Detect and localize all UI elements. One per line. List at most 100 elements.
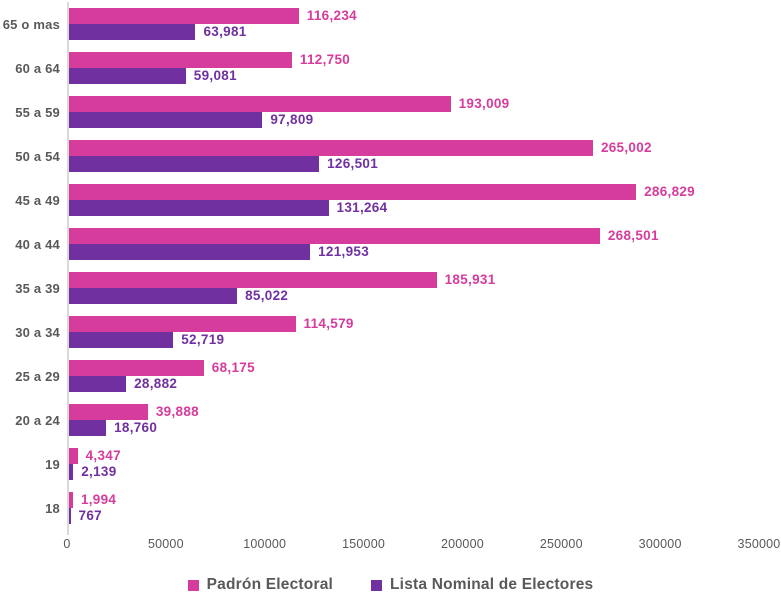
bar-value-label: 265,002 — [600, 140, 652, 155]
bar-value-label: 1,994 — [80, 492, 117, 507]
x-axis-tick-labels: 0 50000 100000 150000 200000 250000 300000 3500… — [0, 537, 781, 553]
padron-bar — [69, 448, 78, 464]
bar-value-label: 114,579 — [303, 316, 354, 331]
bar-row: 114,579 — [69, 316, 761, 332]
padron-bar — [69, 360, 204, 376]
bar-row: 1,994 — [69, 492, 761, 508]
bar-group: 1,994 767 — [69, 486, 761, 530]
lista-bar — [69, 332, 174, 348]
bar-value-label: 68,175 — [211, 360, 255, 375]
x-axis-tick-label: 200000 — [440, 537, 484, 551]
lista-bar — [69, 200, 329, 216]
bar-row: 116,234 — [69, 8, 761, 24]
bar-value-label: 268,501 — [607, 228, 659, 243]
y-axis-label: 35 a 39 — [15, 280, 60, 296]
legend-item-padron: Padrón Electoral — [187, 576, 334, 594]
chart-legend: Padrón Electoral Lista Nominal de Electo… — [0, 576, 781, 594]
bar-row: 59,081 — [69, 68, 761, 84]
bar-value-label: 185,931 — [444, 272, 496, 287]
padron-bar — [69, 272, 437, 288]
x-axis-tick-label: 350000 — [737, 537, 781, 551]
bar-group: 68,175 28,882 — [69, 354, 761, 398]
y-axis-label: 25 a 29 — [15, 368, 60, 384]
x-axis-tick-label: 0 — [63, 537, 71, 551]
bar-value-label: 193,009 — [458, 96, 510, 111]
x-axis-zero-tick — [67, 530, 69, 535]
legend-label-padron: Padrón Electoral — [206, 576, 334, 593]
bar-group: 4,347 2,139 — [69, 442, 761, 486]
lista-bar — [69, 464, 74, 480]
bar-value-label: 39,888 — [155, 404, 199, 419]
bar-value-label: 2,139 — [81, 464, 117, 479]
bar-row: 2,139 — [69, 464, 761, 480]
bar-group: 114,579 52,719 — [69, 310, 761, 354]
y-axis-label: 50 a 54 — [15, 148, 60, 164]
bar-value-label: 97,809 — [270, 112, 314, 127]
bar-value-label: 18,760 — [114, 420, 158, 435]
y-axis-label: 30 a 34 — [15, 324, 60, 340]
bar-row: 68,175 — [69, 360, 761, 376]
y-axis-label: 55 a 59 — [15, 104, 60, 120]
bar-row: 265,002 — [69, 140, 761, 156]
bar-group: 39,888 18,760 — [69, 398, 761, 442]
lista-swatch-icon — [371, 579, 383, 591]
padron-bar — [69, 228, 600, 244]
bar-value-label: 126,501 — [327, 156, 379, 171]
y-axis-label: 45 a 49 — [15, 192, 60, 208]
bar-value-label: 63,981 — [203, 24, 247, 39]
lista-bar — [69, 508, 71, 524]
bar-row: 18,760 — [69, 420, 761, 436]
bar-group: 185,931 85,022 — [69, 266, 761, 310]
x-axis-tick-label: 50000 — [147, 537, 184, 551]
legend-label-lista: Lista Nominal de Electores — [390, 576, 594, 593]
lista-bar — [69, 24, 196, 40]
padron-bar — [69, 492, 73, 508]
padron-bar — [69, 8, 299, 24]
padron-bar — [69, 52, 292, 68]
lista-bar — [69, 112, 263, 128]
padron-bar — [69, 316, 296, 332]
lista-bar — [69, 68, 186, 84]
bar-row: 63,981 — [69, 24, 761, 40]
x-axis-tick-label: 300000 — [638, 537, 682, 551]
bar-group: 112,750 59,081 — [69, 46, 761, 90]
plot-area: 116,234 63,981 112,750 59,081 193,009 97,809 2… — [67, 2, 761, 530]
y-axis-label: 19 — [45, 456, 60, 472]
bar-value-label: 4,347 — [85, 448, 121, 463]
bar-row: 28,882 — [69, 376, 761, 392]
bar-row: 4,347 — [69, 448, 761, 464]
bar-row: 121,953 — [69, 244, 761, 260]
bar-value-label: 112,750 — [299, 52, 351, 67]
y-axis-label: 65 o mas — [2, 16, 60, 32]
x-axis-tick-label: 150000 — [342, 537, 386, 551]
lista-bar — [69, 244, 311, 260]
bar-row: 52,719 — [69, 332, 761, 348]
lista-bar — [69, 288, 238, 304]
y-axis-label: 40 a 44 — [15, 236, 60, 252]
bar-row: 767 — [69, 508, 761, 524]
bar-row: 126,501 — [69, 156, 761, 172]
bar-value-label: 116,234 — [306, 8, 357, 23]
bar-group: 193,009 97,809 — [69, 90, 761, 134]
bar-group: 116,234 63,981 — [69, 2, 761, 46]
bar-value-label: 59,081 — [193, 68, 237, 83]
x-axis-tick-label: 250000 — [539, 537, 583, 551]
bar-value-label: 767 — [78, 508, 102, 523]
y-axis-label: 60 a 64 — [15, 60, 60, 76]
bar-value-label: 131,264 — [336, 200, 388, 215]
bar-value-label: 286,829 — [644, 184, 695, 199]
bar-value-label: 121,953 — [318, 244, 370, 259]
bar-row: 131,264 — [69, 200, 761, 216]
padron-bar — [69, 140, 593, 156]
y-axis-category-labels: 65 o mas 60 a 64 55 a 59 50 a 54 45 a 49 40 a… — [0, 2, 60, 530]
bar-value-label: 28,882 — [134, 376, 178, 391]
y-axis-label: 18 — [45, 500, 60, 516]
bar-group: 265,002 126,501 — [69, 134, 761, 178]
padron-bar — [69, 184, 637, 200]
x-axis-tick-label: 100000 — [243, 537, 287, 551]
padron-swatch-icon — [187, 579, 199, 591]
bar-group: 286,829 131,264 — [69, 178, 761, 222]
bar-row: 112,750 — [69, 52, 761, 68]
lista-bar — [69, 156, 320, 172]
